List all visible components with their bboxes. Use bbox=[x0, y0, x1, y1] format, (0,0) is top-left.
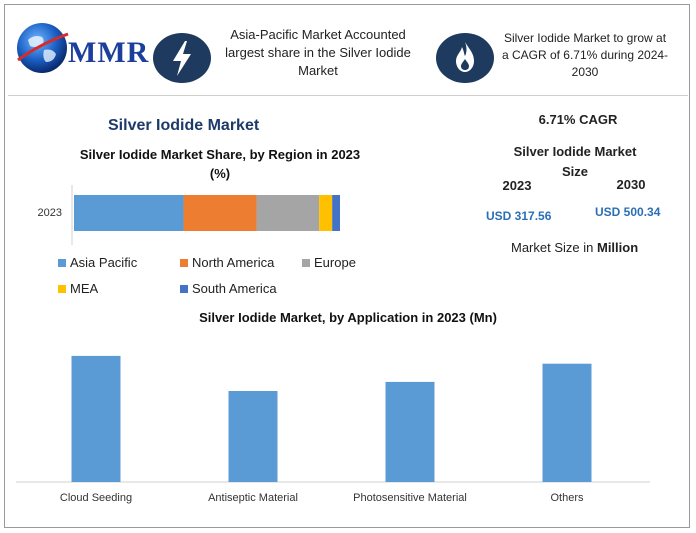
legend-swatch bbox=[180, 258, 188, 267]
legend-asia-pacific: Asia Pacific bbox=[58, 255, 137, 270]
unit-prefix: Market Size in bbox=[511, 240, 597, 255]
application-chart-title: Silver Iodide Market, by Application in … bbox=[199, 310, 497, 325]
stack-segment-south-america bbox=[332, 195, 340, 231]
legend-label: North America bbox=[192, 255, 275, 270]
stack-segment-asia-pacific bbox=[74, 195, 184, 231]
bar-photosensitive-material bbox=[385, 381, 435, 482]
legend-label: Europe bbox=[314, 255, 356, 270]
category-label-photosensitive: Photosensitive Material bbox=[353, 492, 467, 504]
application-bars bbox=[71, 355, 592, 482]
category-label-others: Others bbox=[550, 492, 584, 504]
legend-label: South America bbox=[192, 281, 277, 296]
region-stacked-chart: 2023 bbox=[38, 185, 340, 245]
legend-north-america: North America bbox=[180, 255, 274, 270]
legend-label: Asia Pacific bbox=[70, 255, 138, 270]
legend-swatch bbox=[180, 284, 188, 293]
header-divider bbox=[8, 95, 688, 96]
value-start: USD 317.56 bbox=[486, 209, 552, 223]
category-label-cloud-seeding: Cloud Seeding bbox=[60, 492, 132, 504]
region-category-label: 2023 bbox=[38, 207, 62, 219]
application-bar-chart: Cloud Seeding Antiseptic Material Photos… bbox=[16, 355, 650, 504]
bar-others bbox=[542, 363, 592, 482]
legend-swatch bbox=[58, 258, 66, 267]
legend-swatch bbox=[302, 258, 310, 267]
category-label-antiseptic: Antiseptic Material bbox=[208, 492, 298, 504]
legend-label: MEA bbox=[70, 281, 99, 296]
header-right-text: Silver Iodide Market to grow at a CAGR o… bbox=[501, 31, 669, 79]
main-title: Silver Iodide Market bbox=[108, 117, 260, 134]
cagr-label: 6.71% CAGR bbox=[538, 112, 618, 127]
legend-south-america: South America bbox=[180, 281, 277, 296]
year-start-label: 2023 bbox=[502, 178, 532, 193]
stacked-segments bbox=[74, 195, 340, 231]
infographic-frame bbox=[4, 4, 690, 528]
lightning-icon bbox=[153, 33, 211, 83]
unit-bold: Million bbox=[596, 240, 639, 255]
year-end-label: 2030 bbox=[616, 177, 646, 192]
market-size-unit: Market Size in Million bbox=[511, 240, 638, 255]
stack-segment-europe bbox=[256, 195, 320, 231]
stack-segment-north-america bbox=[183, 195, 257, 231]
logo-text: MMR bbox=[68, 36, 150, 69]
legend-europe: Europe bbox=[302, 255, 356, 270]
bar-cloud-seeding bbox=[71, 355, 121, 482]
flame-icon bbox=[436, 33, 494, 83]
value-end: USD 500.34 bbox=[595, 205, 661, 219]
globe-logo-icon bbox=[17, 23, 69, 73]
legend-swatch bbox=[58, 284, 66, 293]
header-left-text: Asia-Pacific Market Accounted largest sh… bbox=[225, 27, 411, 78]
bar-antiseptic-material bbox=[228, 391, 278, 482]
legend-mea: MEA bbox=[58, 281, 98, 296]
stack-segment-mea bbox=[319, 195, 333, 231]
region-chart-title: Silver Iodide Market Share, by Region in… bbox=[79, 147, 361, 181]
market-size-title: Silver Iodide Market Size bbox=[513, 144, 637, 179]
